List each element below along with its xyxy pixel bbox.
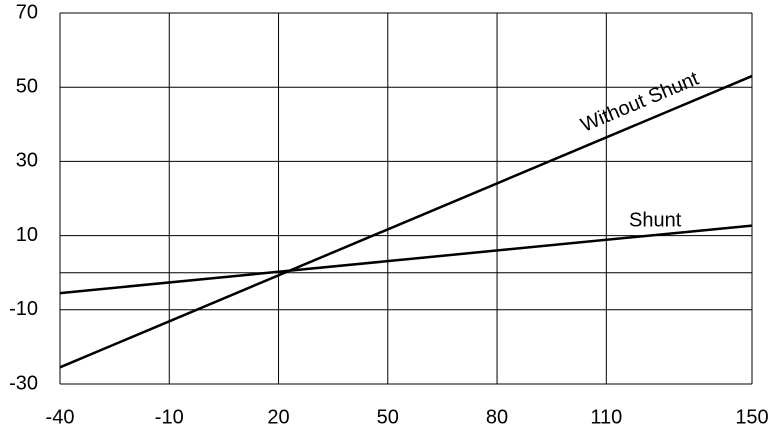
y-tick-label: -30 <box>9 372 38 394</box>
y-tick-label: 10 <box>16 224 38 246</box>
x-tick-label: -10 <box>155 406 184 428</box>
data-line <box>59 224 753 295</box>
x-tick-label: 50 <box>377 406 399 428</box>
series-label: Without Shunt <box>578 68 703 137</box>
x-tick-label: 150 <box>735 406 768 428</box>
x-tick-label: 20 <box>267 406 289 428</box>
y-tick-label: 30 <box>16 150 38 172</box>
x-tick-label: 110 <box>590 406 622 428</box>
data-line <box>59 74 753 369</box>
x-tick-label: -40 <box>46 406 75 428</box>
y-tick-label: 70 <box>16 1 38 23</box>
x-tick-label: 80 <box>486 406 508 428</box>
y-tick-label: -10 <box>9 298 38 320</box>
y-tick-label: 50 <box>16 75 38 97</box>
series-label: Shunt <box>629 209 682 231</box>
